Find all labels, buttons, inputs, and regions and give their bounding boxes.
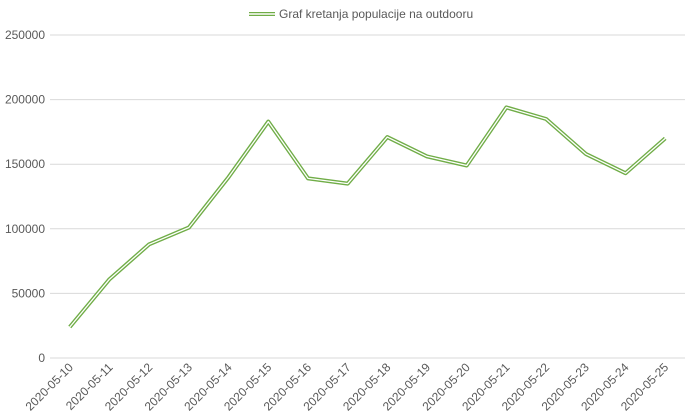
y-tick-label: 200000 — [5, 93, 45, 107]
data-point — [345, 181, 351, 187]
data-point — [384, 134, 390, 140]
data-point — [543, 116, 549, 122]
series-group — [67, 104, 668, 330]
y-tick-label: 100000 — [5, 222, 45, 236]
data-point — [622, 170, 628, 176]
data-point — [662, 135, 668, 141]
data-point — [503, 104, 509, 110]
y-axis-tick-labels: 0 50000 100000 150000 200000 250000 — [5, 28, 45, 365]
gridlines — [50, 34, 685, 359]
data-point — [464, 162, 470, 168]
data-point — [186, 225, 192, 231]
data-point — [107, 276, 113, 282]
y-tick-label: 150000 — [5, 157, 45, 171]
data-point — [146, 241, 152, 247]
data-point — [583, 151, 589, 157]
series-line — [68, 105, 667, 329]
legend-label: Graf kretanja populacije na outdooru — [279, 7, 473, 21]
y-tick-label: 50000 — [12, 286, 46, 300]
data-point — [265, 119, 271, 125]
series-line-inner — [69, 106, 666, 328]
data-point — [67, 324, 73, 330]
data-point — [424, 153, 430, 159]
legend: Graf kretanja populacije na outdooru — [249, 7, 473, 21]
data-point — [226, 174, 232, 180]
x-axis-tick-labels: 2020-05-102020-05-112020-05-122020-05-13… — [23, 360, 672, 414]
data-point — [305, 175, 311, 181]
y-tick-label: 250000 — [5, 28, 45, 42]
y-tick-label: 0 — [38, 351, 45, 365]
